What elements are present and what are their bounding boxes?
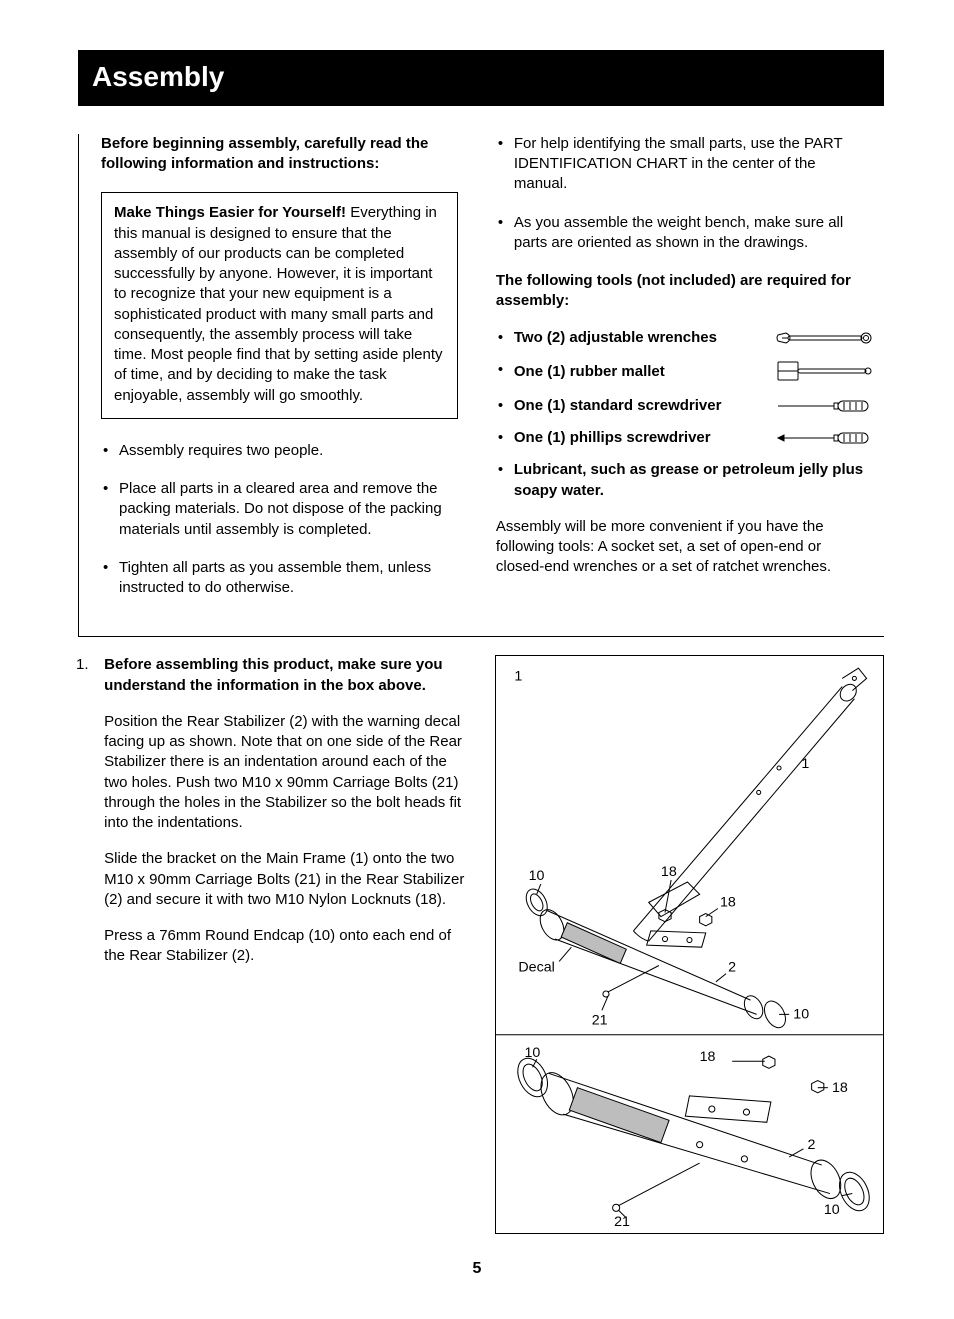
diagram-callout: 1 [802,756,810,772]
diagram-callout: 2 [808,1137,816,1153]
left-bullet-list: Assembly requires two people. Place all … [101,441,458,599]
list-item: Place all parts in a cleared area and re… [101,479,458,540]
step-number: 1. [76,655,100,675]
diagram-callout: 18 [720,895,736,911]
info-frame: Before beginning assembly, carefully rea… [78,134,884,638]
mallet-icon [776,360,872,384]
list-item: Tighten all parts as you assemble them, … [101,558,458,599]
list-item: As you assemble the weight bench, make s… [496,213,872,254]
flat-screwdriver-icon [776,399,872,413]
diagram-callout: 21 [614,1214,630,1226]
tool-label: One (1) standard screwdriver [514,396,722,416]
right-bullet-list: For help identifying the small parts, us… [496,134,872,253]
page-number: 5 [70,1258,884,1280]
section-title: Assembly [78,50,884,106]
tool-label: Lubricant, such as grease or petroleum j… [514,460,872,501]
step-para: Position the Rear Stabilizer (2) with th… [104,712,473,834]
callout-body: Everything in this manual is designed to… [114,204,443,403]
callout-title: Make Things Easier for Yourself! [114,204,346,221]
diagram-callout: 10 [824,1202,840,1218]
phillips-screwdriver-icon [776,431,872,445]
callout-box: Make Things Easier for Yourself! Everyth… [101,192,458,419]
tool-label: One (1) rubber mallet [514,362,665,382]
diagram-callout: 18 [661,864,677,880]
tools-header: The following tools (not included) are r… [496,271,872,312]
step-para: Press a 76mm Round Endcap (10) onto each… [104,926,473,967]
step-para: Slide the bracket on the Main Frame (1) … [104,849,473,910]
diagram-callout: 18 [700,1050,716,1066]
step-1-figure: 1 1 [495,655,884,1233]
step-lead: Before assembling this product, make sur… [104,655,473,696]
intro-text: Before beginning assembly, carefully rea… [101,134,458,175]
list-item: For help identifying the small parts, us… [496,134,872,195]
diagram-callout: 18 [832,1080,848,1096]
diagram-callout: Decal [519,960,555,976]
tool-item: Lubricant, such as grease or petroleum j… [496,460,872,501]
tool-item: One (1) phillips screwdriver [496,428,872,448]
assembly-diagram: 1 1 [496,656,883,1226]
right-column: For help identifying the small parts, us… [496,134,884,617]
diagram-step-label: 1 [514,669,522,685]
closing-text: Assembly will be more convenient if you … [496,517,872,578]
diagram-callout: 10 [525,1045,541,1061]
step-1: 1. Before assembling this product, make … [70,655,884,1233]
diagram-callout: 10 [529,868,545,884]
adjustable-wrench-icon [776,329,872,347]
tool-label: Two (2) adjustable wrenches [514,328,717,348]
tool-item: One (1) rubber mallet [496,360,872,384]
tool-item: Two (2) adjustable wrenches [496,328,872,348]
left-column: Before beginning assembly, carefully rea… [79,134,468,617]
step-1-text: 1. Before assembling this product, make … [70,655,475,1233]
diagram-callout: 10 [793,1007,809,1023]
tool-item: One (1) standard screwdriver [496,396,872,416]
diagram-callout: 2 [728,960,736,976]
list-item: Assembly requires two people. [101,441,458,461]
diagram-callout: 21 [592,1013,608,1029]
tool-label: One (1) phillips screwdriver [514,428,711,448]
